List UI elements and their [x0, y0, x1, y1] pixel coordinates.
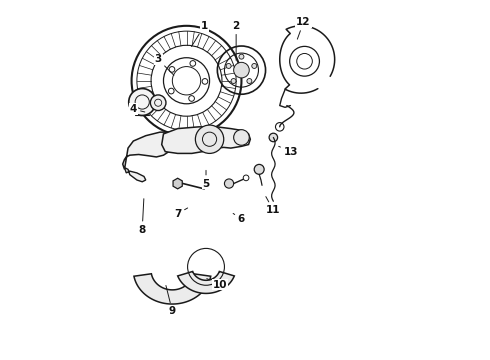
Text: 3: 3: [154, 54, 174, 75]
Polygon shape: [134, 274, 211, 304]
Circle shape: [231, 78, 236, 84]
Polygon shape: [173, 178, 182, 189]
Circle shape: [269, 133, 278, 142]
Text: 9: 9: [166, 285, 176, 316]
Circle shape: [226, 63, 231, 68]
Text: 1: 1: [192, 21, 208, 46]
Text: 7: 7: [174, 208, 188, 219]
Polygon shape: [162, 127, 250, 153]
Text: 2: 2: [233, 21, 240, 60]
Text: 12: 12: [296, 17, 311, 39]
Text: 8: 8: [139, 199, 146, 235]
Circle shape: [129, 89, 156, 116]
Text: 10: 10: [207, 279, 227, 289]
Circle shape: [234, 130, 249, 145]
Circle shape: [252, 63, 257, 68]
Polygon shape: [178, 271, 234, 293]
Text: 4: 4: [130, 104, 145, 114]
Circle shape: [254, 165, 264, 174]
Circle shape: [150, 95, 166, 111]
Circle shape: [247, 78, 252, 84]
Polygon shape: [124, 168, 146, 182]
Polygon shape: [122, 132, 178, 169]
Circle shape: [239, 54, 244, 59]
Text: 11: 11: [266, 197, 281, 215]
Text: 6: 6: [233, 213, 245, 224]
Circle shape: [196, 125, 224, 153]
Circle shape: [224, 179, 234, 188]
Text: 5: 5: [202, 170, 210, 189]
Circle shape: [234, 62, 249, 78]
Text: 13: 13: [279, 146, 298, 157]
